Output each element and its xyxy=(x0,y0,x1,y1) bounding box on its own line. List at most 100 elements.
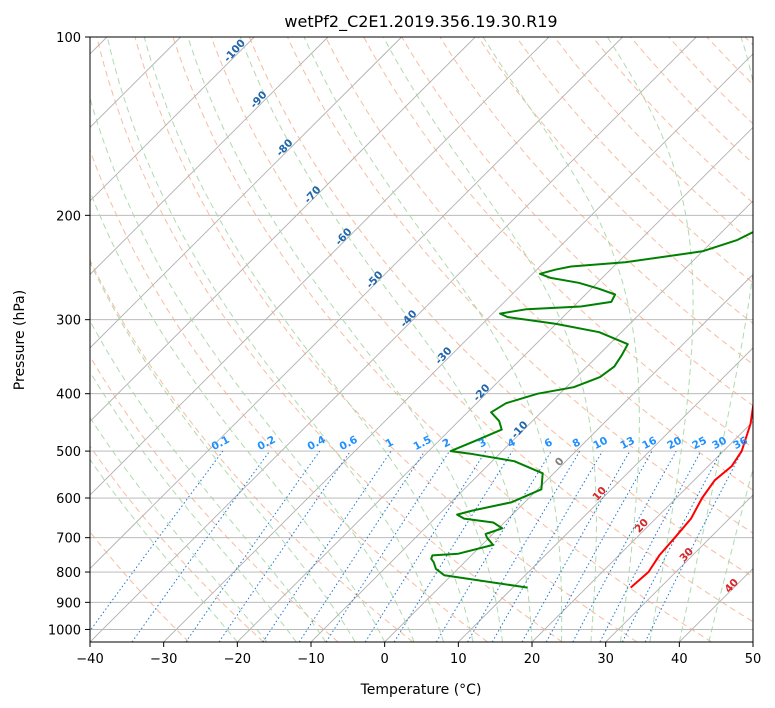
dry-adiabat-line xyxy=(90,355,339,642)
dry-adiabat-line xyxy=(401,37,753,407)
dry-adiabat-line xyxy=(744,37,753,46)
dry-adiabat-label: 40 xyxy=(722,577,741,596)
dry-adiabat-line xyxy=(90,258,414,642)
dry-adiabat-line xyxy=(90,445,264,642)
dry-adiabat-label: -80 xyxy=(274,137,296,159)
isotherm-line xyxy=(237,126,753,642)
dry-adiabat-line xyxy=(96,37,563,642)
moist-adiabat-line xyxy=(678,37,753,642)
background-lines xyxy=(90,37,753,642)
mixing-ratio-label: 2 xyxy=(441,436,453,450)
moist-adiabat-line xyxy=(482,37,640,642)
y-tick-label: 600 xyxy=(56,492,81,507)
dry-adiabat-label: 30 xyxy=(677,546,696,565)
mixing-ratio-label: 0.1 xyxy=(210,434,232,453)
mixing-ratio-label: 1.5 xyxy=(412,434,434,453)
mixing-ratio-line xyxy=(131,450,271,642)
x-axis: −40 −30 −20 −10 0 10 20 30 40 50 xyxy=(76,642,761,667)
y-tick-label: 500 xyxy=(56,445,81,460)
isotherm-line xyxy=(90,37,476,423)
dry-adiabat-line xyxy=(706,37,753,86)
y-tick-label: 400 xyxy=(56,388,81,403)
y-tick-label: 900 xyxy=(56,596,81,611)
isotherm-line xyxy=(163,53,753,642)
moist-adiabat-line xyxy=(239,37,533,642)
y-tick-label: 100 xyxy=(56,31,81,46)
isotherm-line xyxy=(90,37,623,570)
moist-adiabat-line xyxy=(382,37,597,642)
x-tick-label: 10 xyxy=(450,652,467,667)
mixing-ratio-label: 30 xyxy=(710,435,729,452)
dry-adiabat-label: -40 xyxy=(398,308,420,330)
mixing-ratio-line xyxy=(393,450,513,642)
moist-adiabat-line xyxy=(90,416,268,642)
x-tick-label: −20 xyxy=(224,652,251,667)
x-tick-label: 50 xyxy=(745,652,762,667)
isotherm-line xyxy=(605,494,753,642)
isotherm-line xyxy=(752,641,753,642)
mixing-ratio-line xyxy=(467,450,581,642)
mixing-ratio-line xyxy=(90,450,224,632)
dry-adiabat-line xyxy=(630,37,753,164)
x-tick-label: 30 xyxy=(597,652,614,667)
series-layer xyxy=(430,230,753,589)
temperature-line xyxy=(630,400,753,589)
isotherm-line xyxy=(679,567,753,642)
mixing-ratio-line xyxy=(262,450,392,642)
dry-adiabat-line xyxy=(248,37,753,578)
isotherm-line xyxy=(90,37,402,349)
mixing-ratio-label: 16 xyxy=(640,435,659,452)
moist-adiabat-line xyxy=(90,96,415,642)
mixing-ratio-label: 10 xyxy=(591,435,610,452)
x-tick-label: 20 xyxy=(524,652,541,667)
dewpoint-line xyxy=(430,230,753,589)
moist-adiabat-line xyxy=(143,37,474,642)
plot-frame xyxy=(89,36,754,643)
x-tick-label: −10 xyxy=(297,652,324,667)
dry-adiabat-label: 10 xyxy=(590,485,609,504)
y-axis-title: Pressure (hPa) xyxy=(12,290,28,390)
dry-adiabat-line xyxy=(210,37,753,623)
dry-adiabat-line xyxy=(515,37,753,284)
dry-adiabat-label: -70 xyxy=(302,184,324,206)
mixing-ratio-line xyxy=(545,450,653,642)
dry-adiabat-line xyxy=(325,37,753,491)
dry-adiabat-label: -50 xyxy=(364,269,386,291)
dry-adiabat-label: -100 xyxy=(222,37,249,65)
x-tick-label: −40 xyxy=(76,652,103,667)
dry-adiabat-label: -20 xyxy=(471,382,493,404)
x-tick-label: 0 xyxy=(381,652,389,667)
dry-adiabat-line xyxy=(592,37,753,204)
isotherm-line xyxy=(531,420,753,642)
dry-adiabat-line xyxy=(363,37,753,449)
dry-adiabat-line xyxy=(439,37,753,365)
mixing-ratio-line xyxy=(298,450,426,642)
mixing-ratio-line xyxy=(435,450,552,642)
chart-title: wetPf2_C2E1.2019.356.19.30.R19 xyxy=(284,12,557,32)
moist-adiabat-line xyxy=(106,37,445,642)
dry-adiabat-line xyxy=(477,37,753,325)
x-tick-label: −30 xyxy=(150,652,177,667)
line-labels: -100-90-80-70-60-50-40-30-20-10010203040… xyxy=(210,37,750,595)
moist-adiabat-line xyxy=(606,37,694,642)
mixing-ratio-line xyxy=(325,450,451,642)
dry-adiabat-line xyxy=(172,37,712,642)
x-tick-label: 40 xyxy=(671,652,688,667)
moist-adiabat-line xyxy=(708,467,753,642)
mixing-ratio-label: 0.4 xyxy=(306,434,328,453)
mixing-ratio-line xyxy=(218,450,351,642)
isotherm-line xyxy=(90,37,550,496)
moist-adiabat-line xyxy=(187,37,503,642)
y-tick-label: 1000 xyxy=(48,623,81,638)
dry-adiabat-label: -90 xyxy=(248,89,270,111)
moist-adiabat-line xyxy=(90,370,297,642)
dry-adiabat-label: 0 xyxy=(553,455,567,468)
mixing-ratio-line xyxy=(572,450,677,642)
moist-adiabat-line xyxy=(303,37,563,642)
mixing-ratio-line xyxy=(521,450,631,642)
mixing-ratio-label: 1 xyxy=(384,436,396,450)
y-tick-label: 200 xyxy=(56,209,81,224)
moist-adiabat-line xyxy=(90,190,386,642)
mixing-ratio-label: 25 xyxy=(690,435,709,452)
